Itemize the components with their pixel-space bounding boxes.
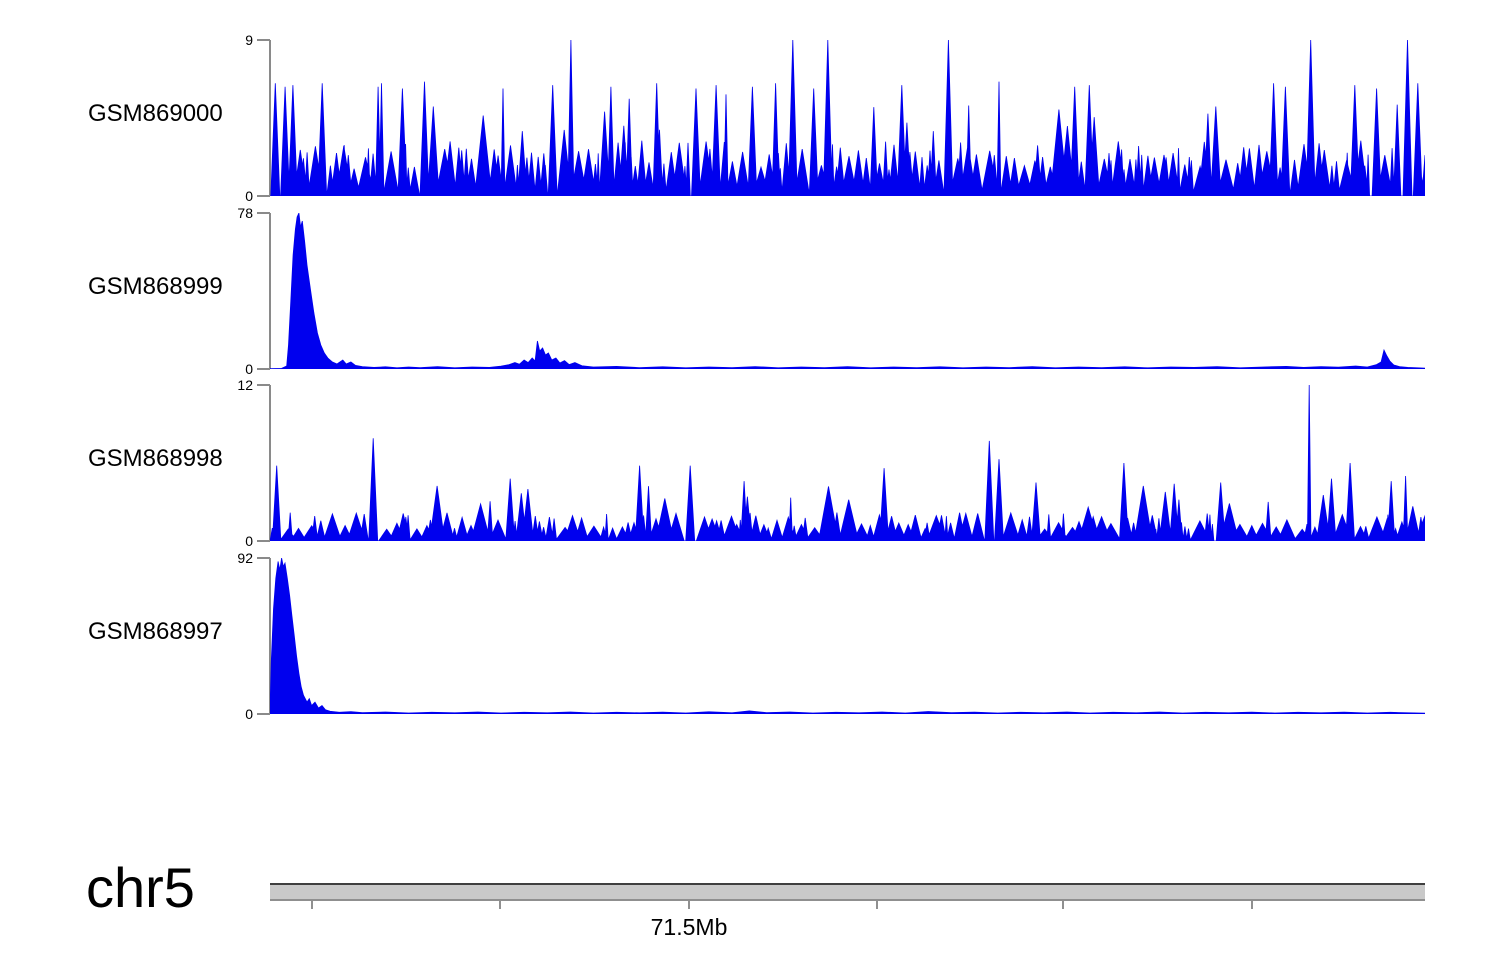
y-axis-line xyxy=(269,40,271,196)
y-axis-line xyxy=(269,558,271,714)
chromosome-label: chr5 xyxy=(86,856,195,919)
track-gsm868999: GSM868999 78 0 xyxy=(0,206,1500,376)
track-gsm868998: GSM868998 12 0 xyxy=(0,378,1500,548)
y-axis-top-tick xyxy=(257,384,270,386)
y-axis-max-tick-label: 78 xyxy=(237,205,253,221)
y-axis-bottom-tick xyxy=(257,713,270,715)
axis-position-label: 71.5Mb xyxy=(650,914,728,940)
signal-area-plot xyxy=(270,558,1425,714)
signal-area-plot xyxy=(270,40,1425,196)
track-title: GSM869000 xyxy=(88,100,223,127)
y-axis-line xyxy=(269,213,271,369)
signal-area-plot xyxy=(270,385,1425,541)
y-axis-zero-tick-label: 0 xyxy=(245,533,253,549)
y-axis-zero-tick-label: 0 xyxy=(245,361,253,377)
track-gsm869000: GSM869000 9 0 xyxy=(0,33,1500,203)
y-axis-zero-tick-label: 0 xyxy=(245,706,253,722)
y-axis-max-tick-label: 9 xyxy=(245,32,253,48)
track-title: GSM868998 xyxy=(88,445,223,472)
chromosome-axis-tick xyxy=(498,901,501,909)
track-gsm868997: GSM868997 92 0 xyxy=(0,551,1500,721)
chromosome-axis-tick xyxy=(1062,901,1065,909)
signal-area-plot xyxy=(270,213,1425,369)
y-axis-bottom-tick xyxy=(257,368,270,370)
chromosome-axis-tick xyxy=(311,901,314,909)
signal-path xyxy=(270,385,1425,541)
y-axis-top-tick xyxy=(257,39,270,41)
y-axis-bottom-tick xyxy=(257,195,270,197)
y-axis-line xyxy=(269,385,271,541)
y-axis-top-tick xyxy=(257,557,270,559)
y-axis-bottom-tick xyxy=(257,540,270,542)
y-axis-zero-tick-label: 0 xyxy=(245,188,253,204)
track-title: GSM868997 xyxy=(88,618,223,645)
y-axis-max-tick-label: 12 xyxy=(237,377,253,393)
signal-path xyxy=(270,213,1425,369)
chromosome-axis-tick xyxy=(688,901,691,909)
y-axis-top-tick xyxy=(257,212,270,214)
y-axis-max-tick-label: 92 xyxy=(237,550,253,566)
signal-path xyxy=(270,558,1425,714)
chromosome-axis-tick xyxy=(1250,901,1253,909)
chromosome-axis-tick xyxy=(875,901,878,909)
chromosome-bar xyxy=(270,883,1425,901)
track-title: GSM868999 xyxy=(88,273,223,300)
signal-path xyxy=(270,40,1425,196)
